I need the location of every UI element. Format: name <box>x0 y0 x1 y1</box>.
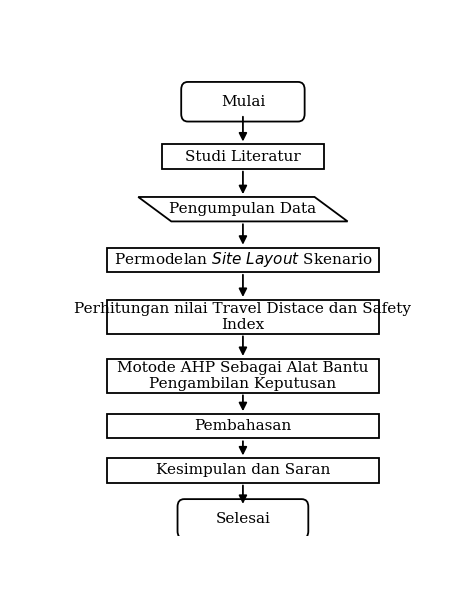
Bar <box>107 300 379 334</box>
Bar <box>107 247 379 272</box>
Bar <box>107 414 379 438</box>
Text: Mulai: Mulai <box>221 95 265 109</box>
Bar <box>107 359 379 393</box>
Text: Pengumpulan Data: Pengumpulan Data <box>169 202 317 216</box>
FancyBboxPatch shape <box>181 82 305 122</box>
Text: Motode AHP Sebagai Alat Bantu
Pengambilan Keputusan: Motode AHP Sebagai Alat Bantu Pengambila… <box>117 361 369 391</box>
Text: Studi Literatur: Studi Literatur <box>185 149 301 164</box>
Bar <box>107 458 379 483</box>
Text: Kesimpulan dan Saran: Kesimpulan dan Saran <box>156 464 330 477</box>
Text: Perhitungan nilai Travel Distace dan Safety
Index: Perhitungan nilai Travel Distace dan Saf… <box>74 302 411 332</box>
FancyBboxPatch shape <box>178 499 308 539</box>
Bar <box>162 144 324 169</box>
Text: Pembahasan: Pembahasan <box>194 419 292 433</box>
Text: Selesai: Selesai <box>216 512 270 526</box>
Polygon shape <box>138 197 347 222</box>
Text: Permodelan $\it{Site\ Layout}$ Skenario: Permodelan $\it{Site\ Layout}$ Skenario <box>114 250 372 269</box>
